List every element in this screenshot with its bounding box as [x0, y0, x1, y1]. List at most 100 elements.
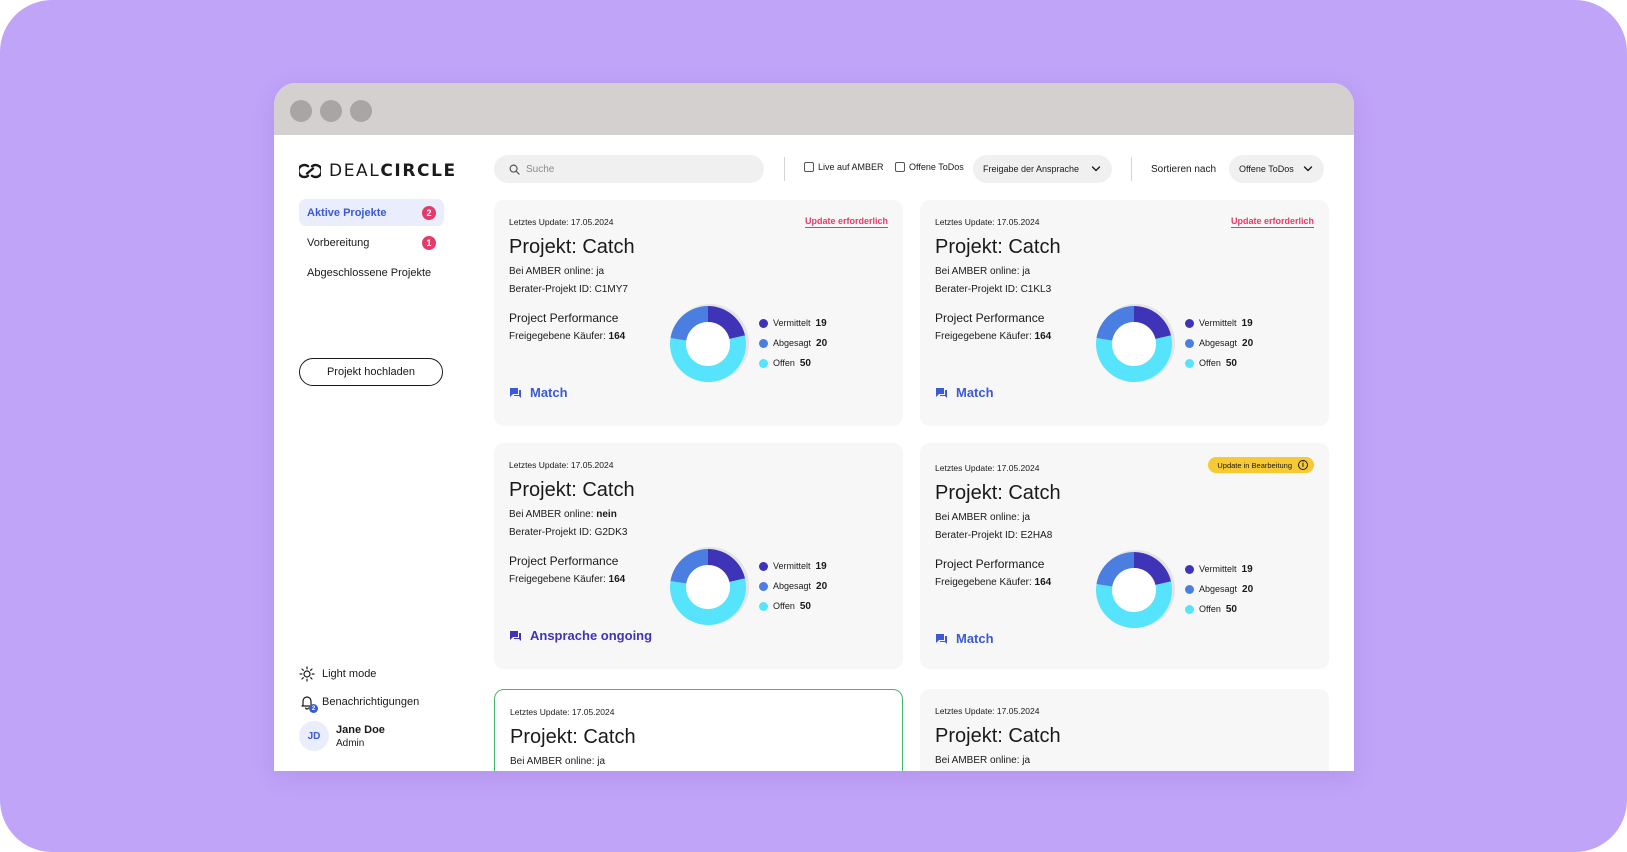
donut-slice-vermittelt	[1134, 306, 1172, 339]
light-mode-toggle[interactable]: Light mode	[299, 666, 376, 682]
project-card[interactable]: Letztes Update: 17.05.2024 Projekt: Catc…	[920, 689, 1329, 771]
project-card[interactable]: Letztes Update: 17.05.2024 Update in Bea…	[920, 443, 1329, 669]
legend-value: 20	[816, 337, 828, 349]
window-minimize-dot[interactable]	[320, 100, 342, 122]
legend-label: Abgesagt	[1199, 584, 1238, 594]
legend-swatch	[759, 338, 768, 348]
performance-donut-chart	[666, 545, 750, 634]
window-maximize-dot[interactable]	[350, 100, 372, 122]
live-on-amber-checkbox[interactable]: Live auf AMBER	[804, 162, 884, 172]
legend-value: 20	[1242, 337, 1254, 349]
user-role: Admin	[336, 737, 365, 749]
light-mode-label: Light mode	[322, 668, 377, 680]
logo-text-bold: CIRCLE	[380, 161, 457, 181]
legend-item-abgesagt: Abgesagt 20	[1185, 579, 1253, 599]
amber-online-label: Bei AMBER online:	[935, 755, 1023, 766]
legend-item-vermittelt: Vermittelt 19	[759, 313, 827, 333]
sort-select[interactable]: Offene ToDos	[1229, 155, 1324, 183]
match-action[interactable]: Match	[935, 385, 994, 400]
checkbox-box[interactable]	[895, 162, 905, 172]
donut-slice-abgesagt	[1096, 306, 1134, 341]
last-update-date: Letztes Update: 17.05.2024	[935, 463, 1040, 473]
project-card[interactable]: Letztes Update: 17.05.2024 Update erford…	[920, 200, 1329, 426]
match-action[interactable]: Match	[935, 631, 994, 646]
project-title: Projekt: Catch	[509, 479, 635, 501]
window-titlebar	[274, 83, 1354, 135]
legend-value: 50	[1225, 603, 1237, 615]
chat-icon	[510, 387, 521, 398]
amber-online-value: ja	[597, 756, 606, 767]
donut-hole	[1112, 322, 1156, 366]
count-badge: 1	[422, 236, 436, 250]
user-name: Jane Doe	[336, 723, 385, 736]
checkbox-label: Live auf AMBER	[818, 162, 884, 172]
legend-label: Abgesagt	[1199, 338, 1238, 348]
update-required-link[interactable]: Update erforderlich	[804, 216, 888, 228]
sidebar-item-vorbereitung[interactable]: Vorbereitung 1	[299, 229, 444, 256]
amber-online-line: Bei AMBER online: ja	[935, 266, 1030, 277]
donut-slice-abgesagt	[1096, 552, 1134, 587]
amber-online-line: Bei AMBER online: ja	[935, 512, 1030, 523]
search-icon	[509, 164, 520, 175]
chevron-down-icon	[1091, 166, 1101, 172]
search-box[interactable]	[494, 155, 764, 183]
legend-value: 19	[1241, 563, 1253, 575]
donut-slice-vermittelt	[708, 306, 746, 339]
chat-icon	[936, 633, 947, 644]
donut-slice-vermittelt	[708, 549, 746, 582]
legend-value: 50	[1225, 357, 1237, 369]
sidebar-item-aktive-projekte[interactable]: Aktive Projekte 2	[299, 199, 444, 226]
action-label: Match	[956, 385, 994, 400]
outreach-ongoing-action[interactable]: Ansprache ongoing	[509, 628, 652, 643]
project-title: Projekt: Catch	[509, 236, 635, 258]
legend-label: Vermittelt	[773, 561, 811, 571]
donut-hole	[1112, 568, 1156, 612]
released-buyers-line: Freigegebene Käufer: 164	[935, 331, 1051, 342]
legend-swatch	[759, 561, 768, 571]
checkbox-box[interactable]	[804, 162, 814, 172]
performance-heading: Project Performance	[935, 557, 1045, 571]
release-filter-select[interactable]: Freigabe der Ansprache	[973, 155, 1112, 183]
legend-value: 50	[799, 600, 811, 612]
chart-legend: Vermittelt 19 Abgesagt 20 Offen 50	[759, 556, 827, 616]
legend-item-abgesagt: Abgesagt 20	[759, 333, 827, 353]
match-action[interactable]: Match	[509, 385, 568, 400]
sidebar-item-abgeschlossene-projekte[interactable]: Abgeschlossene Projekte	[299, 259, 444, 286]
legend-label: Offen	[773, 601, 795, 611]
notifications-link[interactable]: 2 Benachrichtigungen	[299, 694, 419, 713]
info-icon[interactable]: i	[1298, 460, 1308, 470]
performance-heading: Project Performance	[935, 311, 1045, 325]
sidebar-item-label: Vorbereitung	[307, 236, 370, 249]
toolbar: Live auf AMBER Offene ToDos Freigabe der…	[494, 155, 1339, 185]
legend-label: Abgesagt	[773, 338, 812, 348]
advisor-project-id: Berater-Projekt ID: E2HA8	[935, 530, 1053, 541]
open-todos-checkbox[interactable]: Offene ToDos	[895, 162, 964, 172]
user-profile[interactable]: JD Jane Doe Admin	[299, 721, 385, 751]
performance-donut-chart	[666, 302, 750, 391]
dealcircle-logo[interactable]: DEALCIRCLE	[299, 161, 457, 181]
legend-value: 19	[815, 317, 827, 329]
project-title: Projekt: Catch	[510, 726, 636, 748]
donut-slice-offen	[670, 335, 746, 382]
chat-icon	[510, 630, 521, 641]
amber-online-value: ja	[596, 266, 605, 277]
amber-online-line: Bei AMBER online: ja	[509, 266, 604, 277]
window-close-dot[interactable]	[290, 100, 312, 122]
legend-swatch	[1185, 584, 1194, 594]
search-input[interactable]	[526, 163, 746, 175]
legend-swatch	[759, 358, 768, 368]
project-card[interactable]: Letztes Update: 17.05.2024 Update erford…	[494, 200, 903, 426]
notification-count-badge: 2	[309, 704, 318, 713]
donut-slice-vermittelt	[1134, 552, 1172, 585]
legend-label: Offen	[1199, 358, 1221, 368]
donut-hole	[686, 322, 730, 366]
action-label: Match	[530, 385, 568, 400]
released-buyers-label: Freigegebene Käufer:	[509, 574, 609, 585]
released-buyers-line: Freigegebene Käufer: 164	[935, 577, 1051, 588]
project-card[interactable]: Letztes Update: 17.05.2024 Projekt: Catc…	[494, 443, 903, 669]
upload-project-button[interactable]: Projekt hochladen	[299, 358, 443, 386]
update-required-link[interactable]: Update erforderlich	[1230, 216, 1314, 228]
legend-value: 50	[799, 357, 811, 369]
sidebar: DEALCIRCLE Aktive Projekte 2 Vorbereitun…	[274, 135, 474, 771]
project-card[interactable]: Letztes Update: 17.05.2024 Projekt: Catc…	[494, 689, 903, 771]
